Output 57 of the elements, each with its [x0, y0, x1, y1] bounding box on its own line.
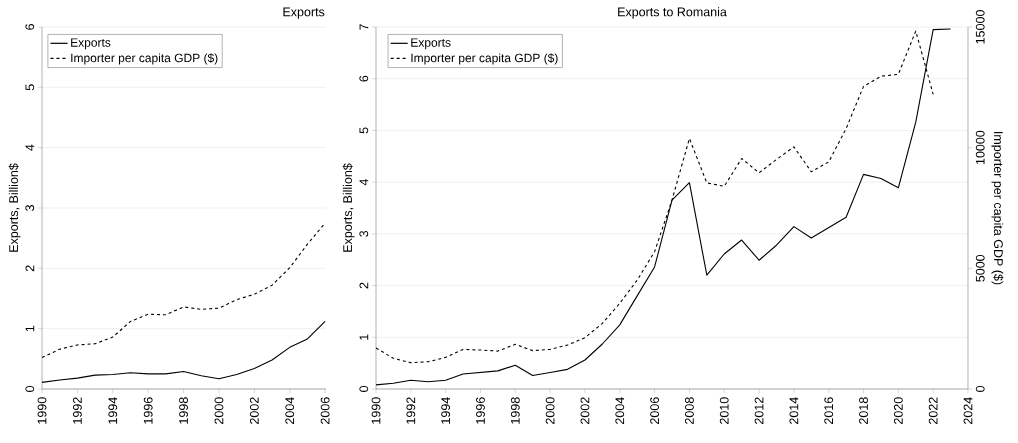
legend-label: Exports — [71, 38, 111, 50]
chart-title: Exports to Romania — [618, 7, 727, 19]
line-series — [41, 320, 326, 383]
x-tick-label: 2012 — [754, 397, 764, 424]
y2-tick-label: 10000 — [975, 130, 985, 165]
x-tick-label: 1992 — [406, 397, 416, 424]
legend-label: Importer per capita GDP ($) — [411, 53, 558, 65]
y-tick-label: 3 — [25, 205, 35, 211]
y-tick-label: 4 — [25, 144, 35, 151]
y2-tick-label: 5000 — [975, 254, 985, 282]
x-tick-label: 2018 — [859, 397, 868, 424]
x-tick-label: 1990 — [37, 397, 47, 424]
x-tick-label: 1992 — [72, 397, 82, 424]
x-tick-label: 1990 — [371, 397, 381, 424]
x-tick-label: 2022 — [928, 397, 938, 424]
x-tick-label: 2000 — [214, 397, 224, 424]
y-tick-label: 3 — [359, 230, 369, 237]
x-tick-label: 1996 — [143, 397, 153, 424]
x-tick-label: 2024 — [963, 397, 973, 424]
y-tick-label: 1 — [359, 334, 369, 340]
x-tick-label: 2014 — [789, 397, 799, 424]
x-tick-label: 2010 — [719, 397, 729, 424]
y-tick-label: 4 — [359, 179, 369, 186]
y-tick-label: 5 — [359, 127, 369, 134]
x-tick-label: 1994 — [441, 397, 451, 424]
y2-tick-label: 15000 — [975, 10, 985, 44]
x-tick-label: 2002 — [249, 397, 259, 424]
x-tick-label: 2020 — [893, 397, 903, 424]
y-axis-title: Exports, Billion$ — [342, 163, 355, 252]
y-axis-title: Exports, Billion$ — [8, 163, 21, 252]
x-tick-label: 1998 — [510, 397, 520, 424]
y-tick-label: 5 — [25, 84, 35, 91]
y2-axis-title: Importer per capita GDP ($) — [991, 132, 1004, 285]
x-tick-label: 2006 — [650, 397, 660, 424]
y-tick-label: 2 — [359, 282, 369, 289]
legend-label: Exports — [411, 38, 451, 50]
x-tick-label: 1994 — [108, 397, 118, 424]
y-tick-label: 7 — [359, 24, 369, 30]
y-tick-label: 2 — [25, 265, 35, 272]
y-tick-label: 6 — [25, 24, 35, 30]
x-tick-label: 2006 — [320, 397, 330, 424]
x-tick-label: 2002 — [580, 397, 590, 424]
y-tick-label: 1 — [25, 325, 35, 332]
x-tick-label: 2008 — [685, 397, 694, 424]
chart-title: Exports — [283, 7, 325, 19]
x-tick-label: 2004 — [615, 397, 625, 424]
x-tick-label: 1996 — [476, 397, 485, 424]
x-tick-label: 2016 — [824, 397, 834, 424]
y-tick-label: 0 — [25, 386, 35, 392]
legend-label: Importer per capita GDP ($) — [71, 53, 218, 65]
line-series — [41, 222, 326, 359]
y-tick-label: 6 — [359, 75, 369, 82]
y-tick-label: 0 — [359, 386, 369, 392]
y2-tick-label: 0 — [975, 386, 985, 392]
x-tick-label: 2004 — [285, 397, 295, 424]
x-tick-label: 2000 — [545, 397, 555, 424]
x-tick-label: 1998 — [179, 397, 188, 424]
